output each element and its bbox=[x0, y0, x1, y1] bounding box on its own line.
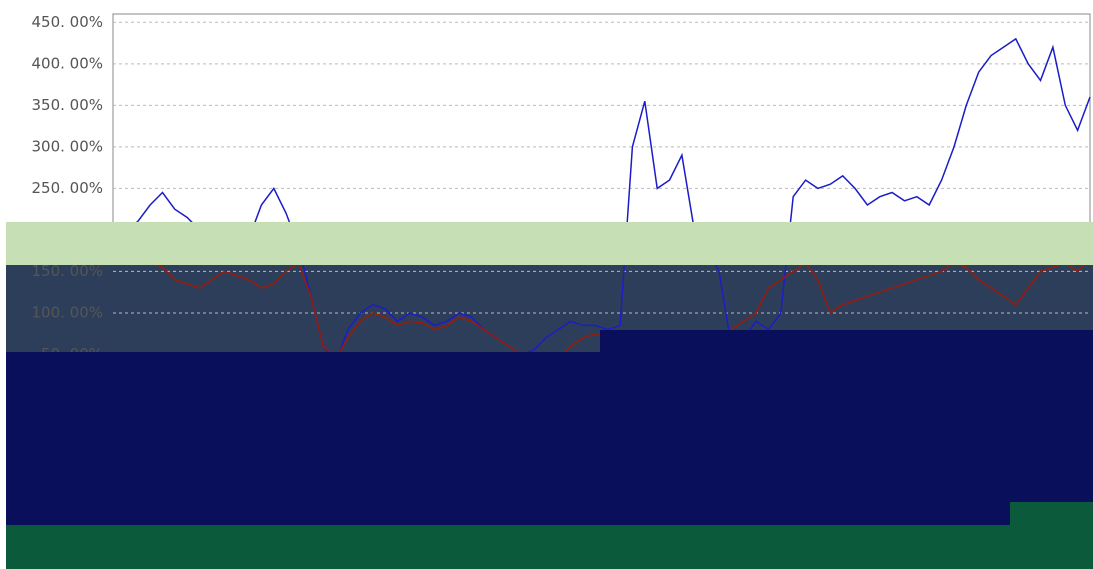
plot-layer: 50. 00%100. 00%150. 00%200. 00%250. 00%3… bbox=[31, 13, 1091, 373]
glitch-block bbox=[6, 222, 1093, 265]
glitch-block bbox=[6, 525, 1093, 569]
glitch-block bbox=[1010, 502, 1093, 525]
glitch-block bbox=[6, 352, 1093, 525]
y-tick-label: 150. 00% bbox=[31, 262, 103, 280]
y-tick-label: 450. 00% bbox=[31, 13, 103, 31]
y-tick-label: 100. 00% bbox=[31, 303, 103, 321]
y-tick-label: 400. 00% bbox=[31, 54, 103, 72]
series-line bbox=[112, 37, 1091, 365]
y-tick-label: 300. 00% bbox=[31, 137, 103, 155]
y-tick-label: 250. 00% bbox=[31, 179, 103, 197]
y-tick-label: 350. 00% bbox=[31, 96, 103, 114]
glitch-block bbox=[600, 330, 1093, 352]
